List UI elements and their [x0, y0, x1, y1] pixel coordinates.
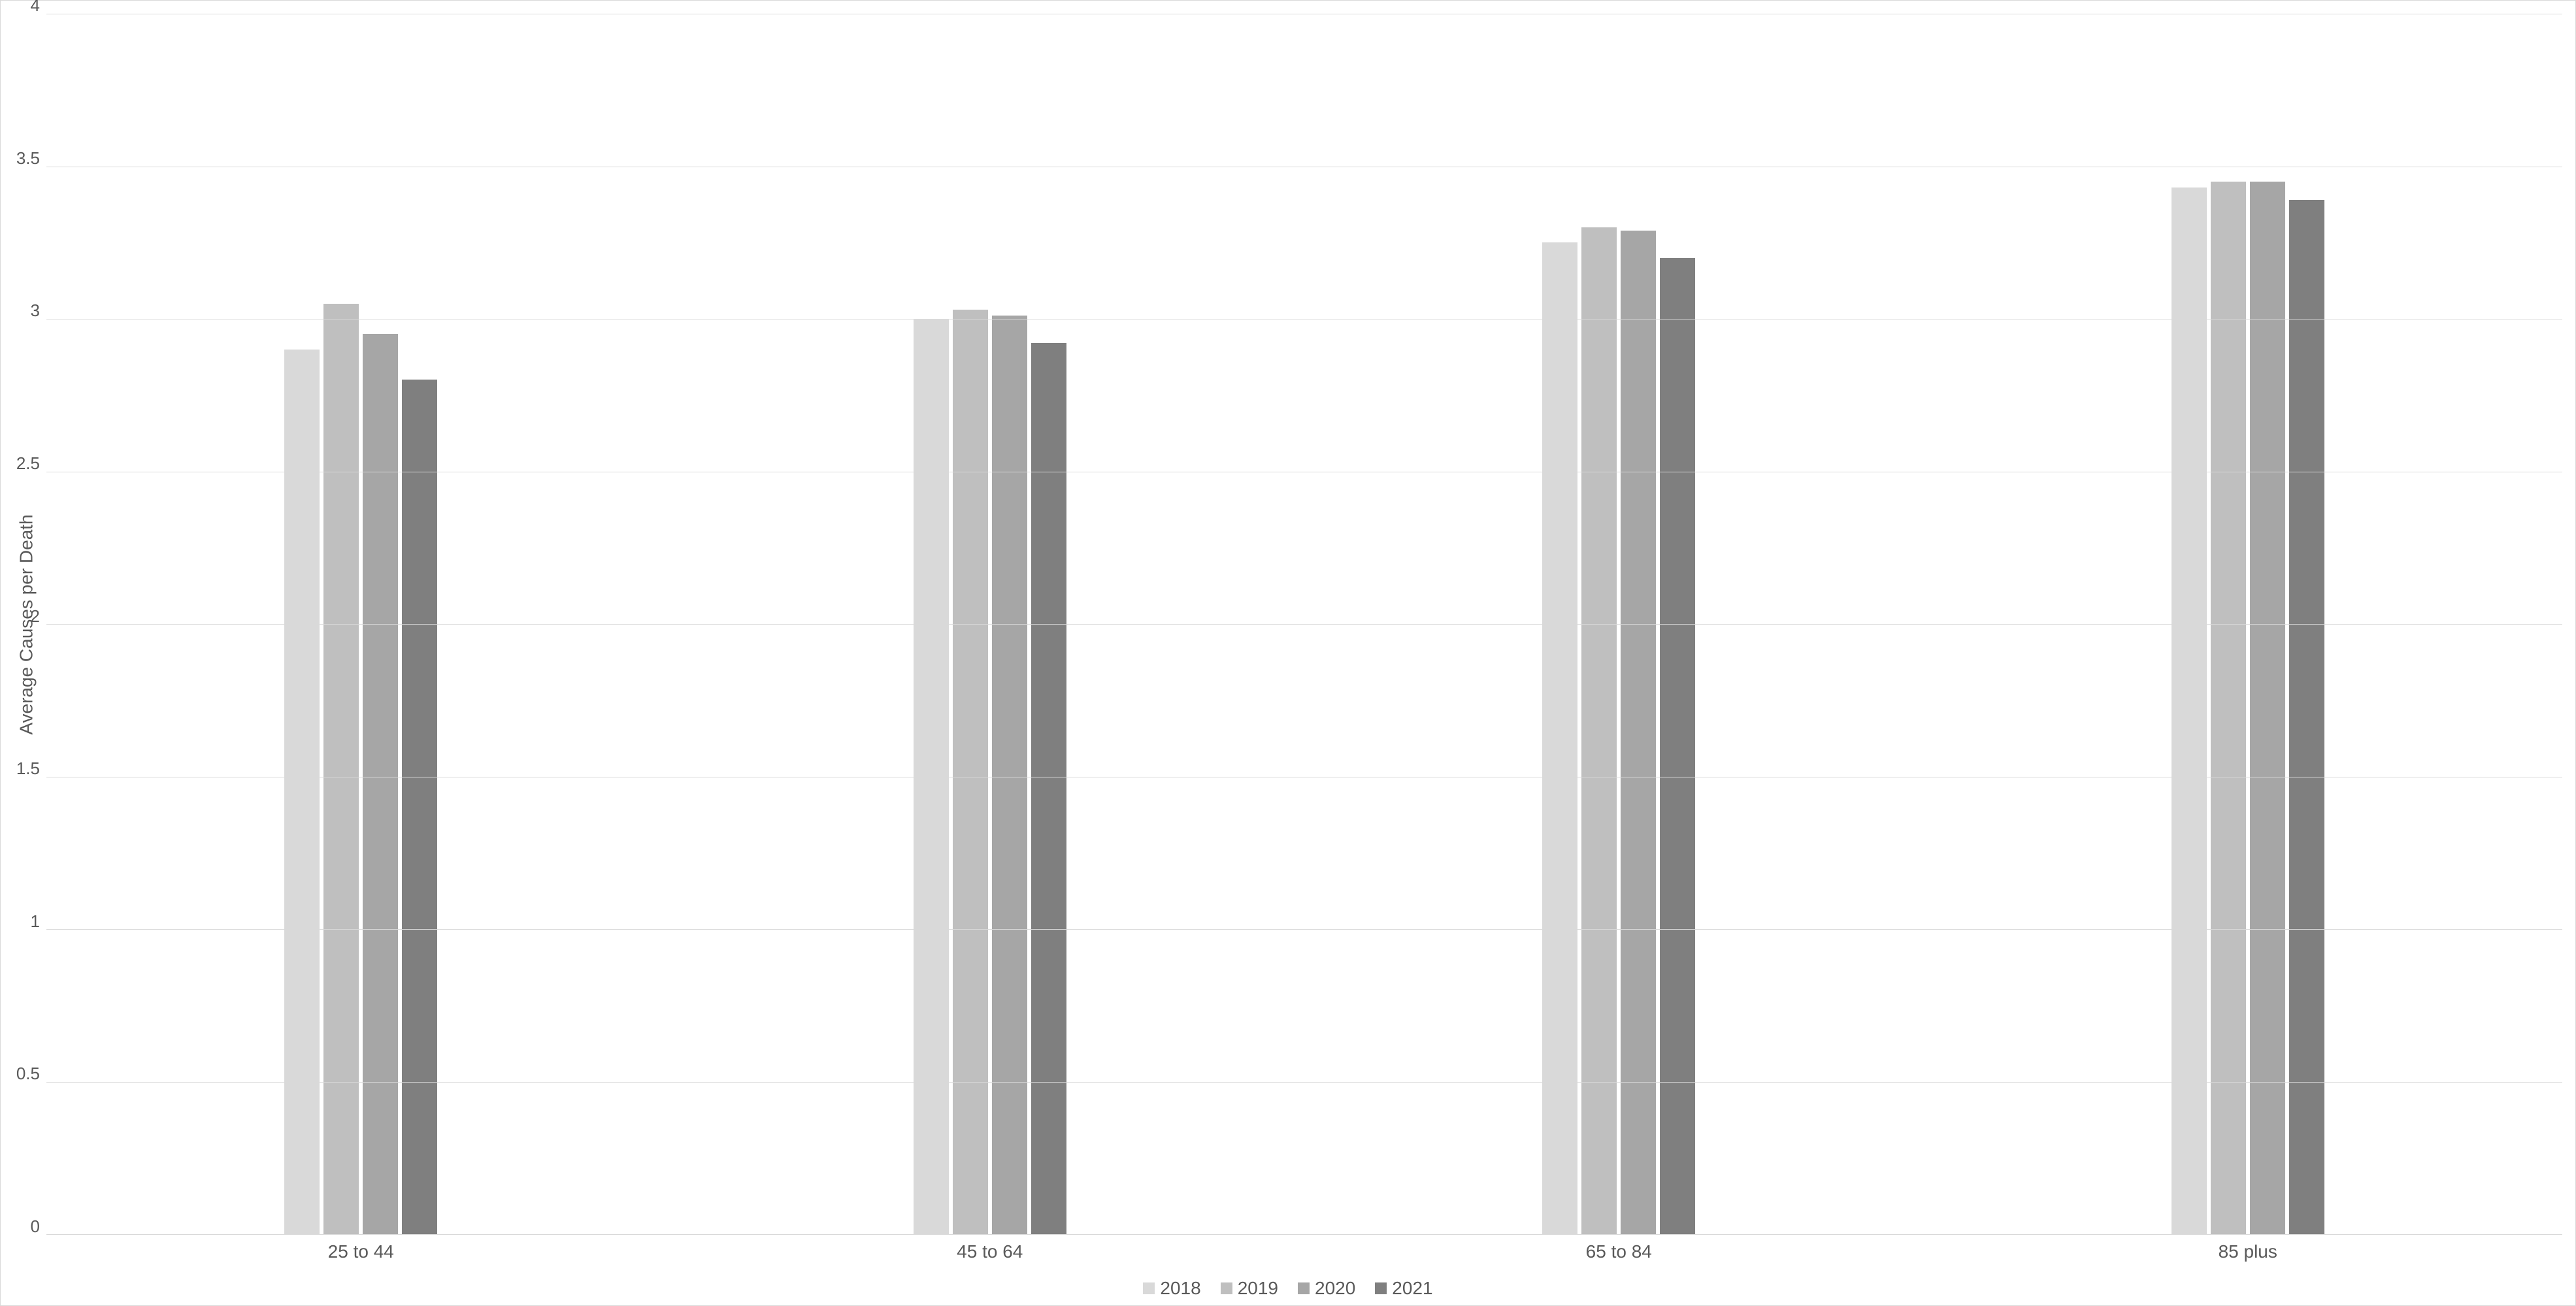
- legend-item: 2019: [1221, 1278, 1278, 1299]
- x-labels-spacer: [40, 1235, 46, 1262]
- gridline: [46, 1234, 2562, 1235]
- bar: [2289, 200, 2324, 1234]
- legend-label: 2018: [1160, 1278, 1200, 1299]
- x-axis-category-label: 45 to 64: [676, 1241, 1305, 1262]
- bar: [323, 304, 359, 1234]
- x-axis-category-label: 85 plus: [1934, 1241, 2563, 1262]
- bar: [402, 380, 437, 1234]
- bar: [1660, 258, 1695, 1234]
- chart-body: Average Causes per Death 43.532.521.510.…: [14, 14, 2562, 1235]
- legend-item: 2020: [1298, 1278, 1355, 1299]
- legend-label: 2021: [1392, 1278, 1432, 1299]
- legend-label: 2020: [1315, 1278, 1355, 1299]
- legend-label: 2019: [1238, 1278, 1278, 1299]
- bar: [992, 316, 1027, 1234]
- bar: [284, 350, 320, 1234]
- legend-item: 2018: [1143, 1278, 1200, 1299]
- chart-container: Average Causes per Death 43.532.521.510.…: [0, 0, 2576, 1306]
- legend-swatch: [1221, 1282, 1232, 1294]
- bar: [363, 334, 398, 1234]
- legend-swatch: [1375, 1282, 1387, 1294]
- y-axis-ticks: 43.532.521.510.50: [40, 14, 46, 1235]
- bar: [953, 310, 988, 1234]
- chart-legend: 2018 2019 2020 2021: [14, 1278, 2562, 1299]
- bar: [1542, 242, 1577, 1234]
- legend-swatch: [1298, 1282, 1310, 1294]
- x-axis-category-label: 25 to 44: [46, 1241, 676, 1262]
- bar: [1031, 343, 1066, 1234]
- gridline: [46, 1082, 2562, 1083]
- gridline: [46, 929, 2562, 930]
- bar: [2250, 182, 2285, 1234]
- bar: [1581, 227, 1617, 1234]
- bar: [2171, 188, 2207, 1234]
- x-labels-row: 25 to 4445 to 6465 to 8485 plus: [40, 1235, 2562, 1262]
- bar: [2211, 182, 2246, 1234]
- plot-area: [46, 14, 2562, 1235]
- legend-item: 2021: [1375, 1278, 1432, 1299]
- gridline: [46, 624, 2562, 625]
- x-axis-labels: 25 to 4445 to 6465 to 8485 plus: [46, 1241, 2562, 1262]
- legend-swatch: [1143, 1282, 1155, 1294]
- bar: [1621, 231, 1656, 1234]
- x-axis-category-label: 65 to 84: [1304, 1241, 1934, 1262]
